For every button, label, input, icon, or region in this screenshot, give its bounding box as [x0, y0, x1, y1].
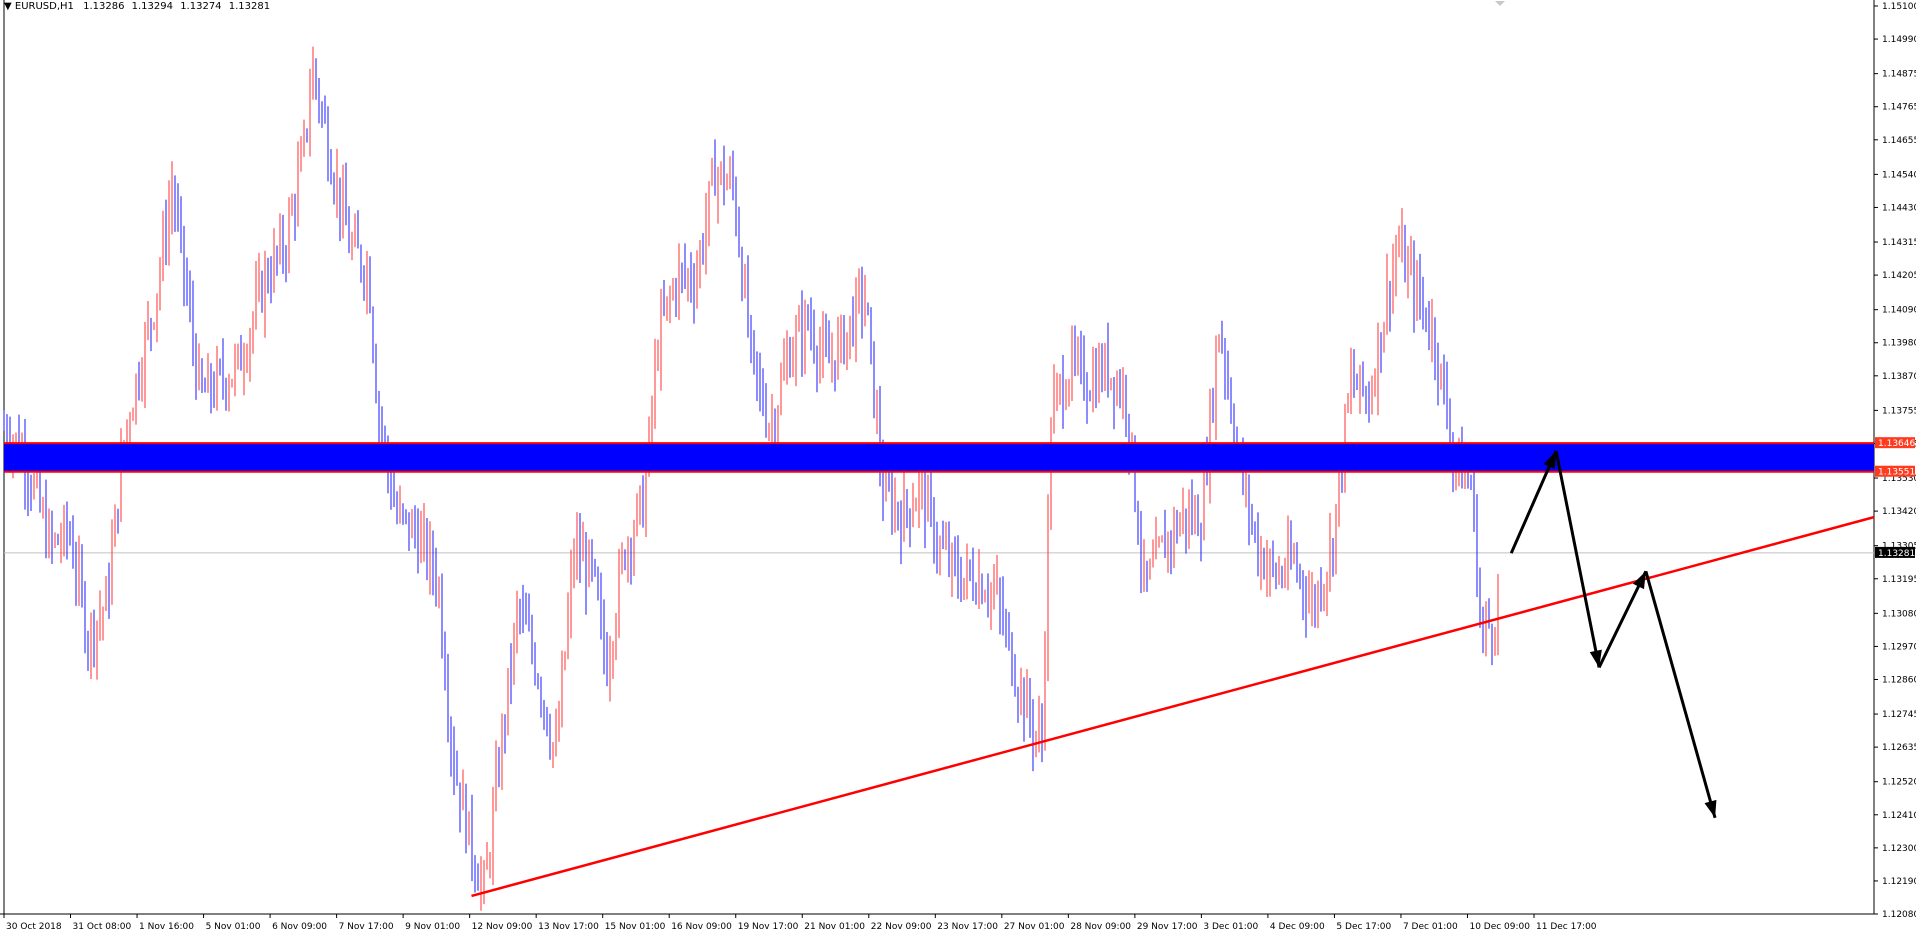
x-tick-label: 16 Nov 09:00 — [671, 922, 732, 932]
symbol-label: EURUSD,H1 — [14, 1, 74, 12]
x-tick-label: 1 Nov 16:00 — [139, 922, 194, 932]
x-tick-label: 11 Dec 17:00 — [1536, 922, 1597, 932]
x-tick-label: 21 Nov 01:00 — [804, 922, 865, 932]
x-tick-label: 5 Dec 17:00 — [1336, 922, 1391, 932]
current-price-tag-label: 1.13281 — [1878, 549, 1915, 559]
x-tick-label: 23 Nov 17:00 — [937, 922, 998, 932]
x-tick-label: 27 Nov 01:00 — [1004, 922, 1065, 932]
y-tick-label: 1.12635 — [1882, 743, 1916, 753]
x-tick-label: 13 Nov 17:00 — [538, 922, 599, 932]
y-tick-label: 1.14540 — [1882, 170, 1916, 180]
x-tick-label: 9 Nov 01:00 — [405, 922, 460, 932]
y-tick-label: 1.12300 — [1882, 844, 1916, 854]
y-tick-label: 1.13980 — [1882, 339, 1916, 349]
x-tick-label: 29 Nov 17:00 — [1137, 922, 1198, 932]
arrow-head-icon — [1589, 649, 1602, 668]
projection-arrow-2[interactable] — [1597, 570, 1648, 669]
x-tick-label: 7 Dec 01:00 — [1403, 922, 1458, 932]
y-tick-label: 1.12190 — [1882, 877, 1916, 887]
close-value: 1.13281 — [228, 1, 271, 12]
y-tick-label: 1.14205 — [1882, 271, 1916, 281]
y-tick-label: 1.13755 — [1882, 406, 1916, 416]
zone-price-tag — [1875, 437, 1915, 449]
x-tick-label: 6 Nov 09:00 — [272, 922, 327, 932]
x-tick-label: 15 Nov 01:00 — [605, 922, 666, 932]
x-tick-label: 28 Nov 09:00 — [1070, 922, 1131, 932]
y-tick-label: 1.12860 — [1882, 675, 1916, 685]
scroll-marker-icon[interactable] — [1495, 1, 1505, 6]
supply-zone-rect[interactable] — [4, 443, 1874, 472]
y-tick-label: 1.14875 — [1882, 70, 1916, 80]
y-tick-label: 1.15100 — [1882, 2, 1916, 12]
y-tick-label: 1.12520 — [1882, 778, 1916, 788]
x-tick-label: 30 Oct 2018 — [6, 922, 62, 932]
y-tick-label: 1.12080 — [1882, 910, 1916, 920]
y-tick-label: 1.14090 — [1882, 306, 1916, 316]
arrow-head-icon — [1543, 450, 1557, 469]
open-value: 1.13286 — [83, 1, 125, 12]
x-tick-label: 22 Nov 09:00 — [871, 922, 932, 932]
y-tick-label: 1.12745 — [1882, 710, 1916, 720]
y-tick-label: 1.12410 — [1882, 811, 1916, 821]
y-tick-label: 1.13530 — [1882, 474, 1916, 484]
y-tick-label: 1.13420 — [1882, 507, 1916, 517]
zone-price-tag — [1875, 465, 1915, 477]
support-trendline[interactable] — [471, 515, 1875, 898]
x-tick-label: 19 Nov 17:00 — [738, 922, 799, 932]
x-tick-label: 3 Dec 01:00 — [1203, 922, 1258, 932]
current-price-tag — [1875, 546, 1915, 558]
high-value: 1.13294 — [131, 1, 173, 12]
y-tick-label: 1.13195 — [1882, 575, 1916, 585]
y-tick-label: 1.13080 — [1882, 609, 1916, 619]
zone-price-tag-label: 1.13551 — [1878, 468, 1915, 478]
low-value: 1.13274 — [180, 1, 222, 12]
y-tick-label: 1.14430 — [1882, 203, 1916, 213]
projection-arrow-1[interactable] — [1554, 450, 1601, 668]
chart-title-bar: ▼ EURUSD,H1 1.13286 1.13294 1.13274 1.13… — [4, 1, 274, 12]
projection-arrow-3[interactable] — [1644, 570, 1717, 819]
x-tick-label: 31 Oct 08:00 — [73, 922, 132, 932]
y-tick-label: 1.14765 — [1882, 103, 1916, 113]
y-tick-label: 1.14990 — [1882, 35, 1916, 45]
arrow-head-icon — [1704, 799, 1717, 818]
y-tick-label: 1.14655 — [1882, 136, 1916, 146]
x-tick-label: 10 Dec 09:00 — [1469, 922, 1530, 932]
x-tick-label: 12 Nov 09:00 — [472, 922, 533, 932]
y-tick-label: 1.13305 — [1882, 542, 1916, 552]
zone-price-tag-label: 1.13646 — [1878, 439, 1915, 449]
y-tick-label: 1.14315 — [1882, 238, 1916, 248]
arrow-head-icon — [1632, 571, 1646, 590]
dropdown-triangle-icon[interactable]: ▼ — [4, 1, 12, 12]
y-tick-label: 1.12970 — [1882, 642, 1916, 652]
projection-arrow-0[interactable] — [1509, 450, 1558, 554]
x-tick-label: 4 Dec 09:00 — [1270, 922, 1325, 932]
y-tick-label: 1.13870 — [1882, 372, 1916, 382]
x-tick-label: 5 Nov 01:00 — [206, 922, 261, 932]
x-tick-label: 7 Nov 17:00 — [339, 922, 394, 932]
